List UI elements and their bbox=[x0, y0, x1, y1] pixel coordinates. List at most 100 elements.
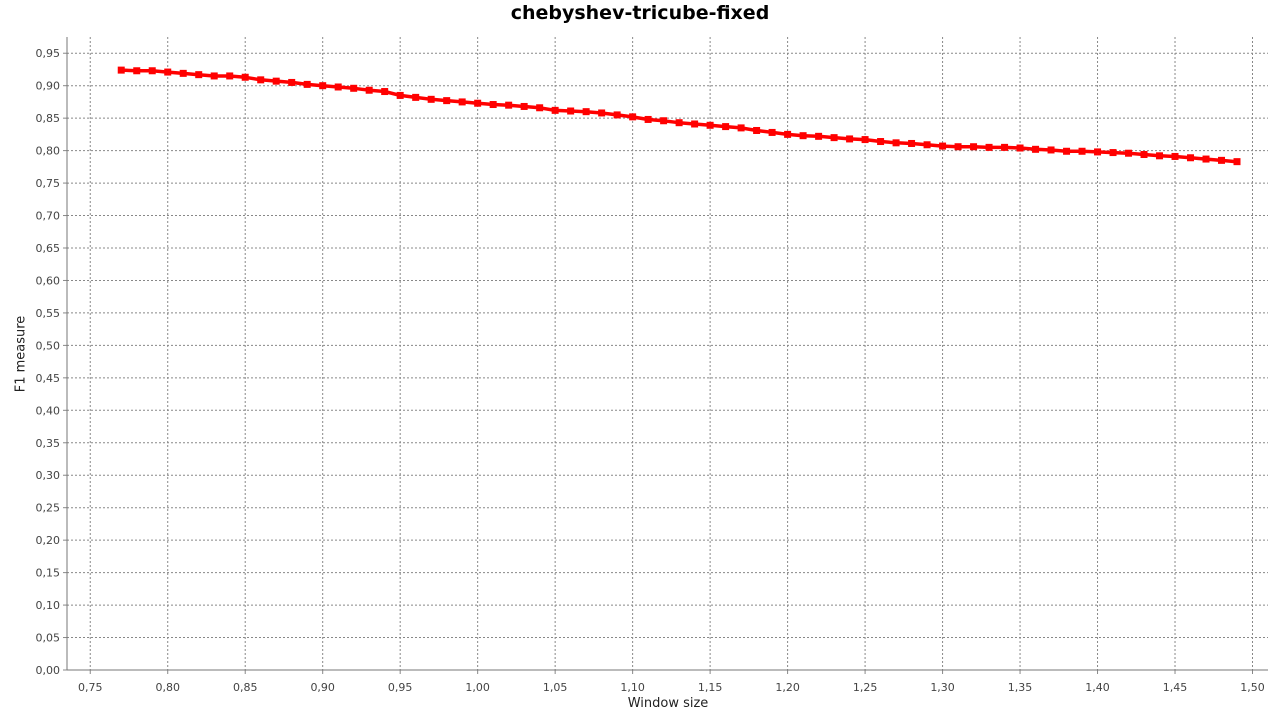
data-point bbox=[1202, 155, 1210, 163]
y-tick-label: 0,10 bbox=[36, 599, 61, 612]
data-point bbox=[365, 86, 373, 94]
data-point bbox=[1001, 143, 1009, 151]
data-point bbox=[381, 88, 389, 96]
data-point bbox=[1109, 149, 1117, 157]
x-tick-label: 1,20 bbox=[775, 681, 800, 694]
y-tick-label: 0,45 bbox=[36, 372, 61, 385]
data-point bbox=[396, 91, 404, 99]
data-point bbox=[691, 120, 699, 128]
x-axis-label: Window size bbox=[627, 696, 709, 711]
data-point bbox=[1032, 145, 1040, 153]
x-tick-label: 0,80 bbox=[155, 681, 180, 694]
data-point bbox=[443, 97, 451, 105]
data-point bbox=[427, 95, 435, 103]
data-point bbox=[489, 101, 497, 109]
y-axis-label: F1 measure bbox=[13, 315, 29, 393]
data-point bbox=[613, 111, 621, 119]
data-point bbox=[846, 135, 854, 143]
data-point bbox=[257, 76, 265, 84]
data-point bbox=[195, 71, 203, 79]
data-point bbox=[319, 82, 327, 90]
data-point bbox=[799, 132, 807, 140]
data-point bbox=[1016, 144, 1024, 152]
y-tick-label: 0,75 bbox=[36, 177, 61, 190]
x-tick-label: 1,30 bbox=[930, 681, 955, 694]
data-point bbox=[1156, 152, 1164, 160]
data-point bbox=[1063, 147, 1071, 155]
data-point bbox=[784, 130, 792, 138]
data-point bbox=[288, 78, 296, 86]
x-tick-label: 0,75 bbox=[78, 681, 103, 694]
y-tick-label: 0,20 bbox=[36, 534, 61, 547]
data-point bbox=[458, 98, 466, 106]
x-tick-label: 1,00 bbox=[465, 681, 490, 694]
data-point bbox=[1078, 147, 1086, 155]
y-tick-label: 0,15 bbox=[36, 567, 61, 580]
data-point bbox=[210, 72, 218, 80]
data-point bbox=[768, 128, 776, 136]
data-point bbox=[877, 138, 885, 146]
data-point bbox=[505, 101, 513, 109]
data-point bbox=[272, 77, 280, 85]
data-point bbox=[923, 141, 931, 149]
data-point bbox=[226, 72, 234, 80]
data-point bbox=[1140, 151, 1148, 159]
y-tick-label: 0,65 bbox=[36, 242, 61, 255]
x-tick-label: 1,25 bbox=[853, 681, 878, 694]
data-point bbox=[954, 143, 962, 151]
data-point bbox=[644, 115, 652, 123]
y-tick-label: 0,80 bbox=[36, 145, 61, 158]
x-tick-label: 1,40 bbox=[1085, 681, 1110, 694]
y-tick-label: 0,00 bbox=[36, 664, 61, 677]
data-point bbox=[675, 119, 683, 127]
data-point bbox=[1233, 158, 1241, 166]
data-point bbox=[241, 73, 249, 81]
data-point bbox=[706, 121, 714, 129]
data-point bbox=[474, 99, 482, 107]
x-tick-label: 0,90 bbox=[310, 681, 335, 694]
x-tick-label: 1,05 bbox=[543, 681, 568, 694]
data-point bbox=[1171, 152, 1179, 160]
data-point bbox=[1125, 149, 1133, 157]
x-tick-label: 1,15 bbox=[698, 681, 723, 694]
x-tick-label: 0,85 bbox=[233, 681, 258, 694]
data-point bbox=[892, 139, 900, 147]
data-point bbox=[722, 123, 730, 131]
y-tick-label: 0,35 bbox=[36, 437, 61, 450]
data-point bbox=[350, 84, 358, 92]
axes: 0,75 0,80 0,85 0,90 0,95 1,00 1,05 1,10 1,15 1,20… bbox=[36, 37, 1268, 694]
data-point bbox=[1187, 154, 1195, 162]
data-point bbox=[1218, 156, 1226, 164]
data-point bbox=[660, 117, 668, 125]
y-tick-label: 0,90 bbox=[36, 80, 61, 93]
series-layer bbox=[117, 66, 1241, 166]
data-point bbox=[412, 93, 420, 101]
chart-title: chebyshev-tricube-fixed bbox=[510, 2, 770, 24]
data-point bbox=[520, 102, 528, 110]
y-tick-label: 0,85 bbox=[36, 112, 61, 125]
data-point bbox=[551, 106, 559, 114]
data-point bbox=[939, 142, 947, 150]
data-point bbox=[737, 124, 745, 132]
data-point bbox=[582, 108, 590, 116]
data-point bbox=[815, 132, 823, 140]
x-tick-label: 0,95 bbox=[388, 681, 413, 694]
data-point bbox=[148, 67, 156, 75]
data-point bbox=[598, 109, 606, 117]
x-tick-label: 1,35 bbox=[1008, 681, 1033, 694]
y-tick-label: 0,70 bbox=[36, 210, 61, 223]
data-point bbox=[830, 134, 838, 142]
data-point bbox=[334, 83, 342, 91]
y-tick-label: 0,60 bbox=[36, 274, 61, 287]
data-point bbox=[536, 104, 544, 112]
y-tick-label: 0,55 bbox=[36, 307, 61, 320]
data-point bbox=[567, 107, 575, 115]
data-point bbox=[179, 69, 187, 77]
data-point bbox=[1094, 148, 1102, 156]
data-point bbox=[753, 126, 761, 134]
data-point bbox=[117, 66, 125, 74]
data-point bbox=[1047, 146, 1055, 154]
x-tick-label: 1,10 bbox=[620, 681, 645, 694]
data-point bbox=[164, 68, 172, 76]
